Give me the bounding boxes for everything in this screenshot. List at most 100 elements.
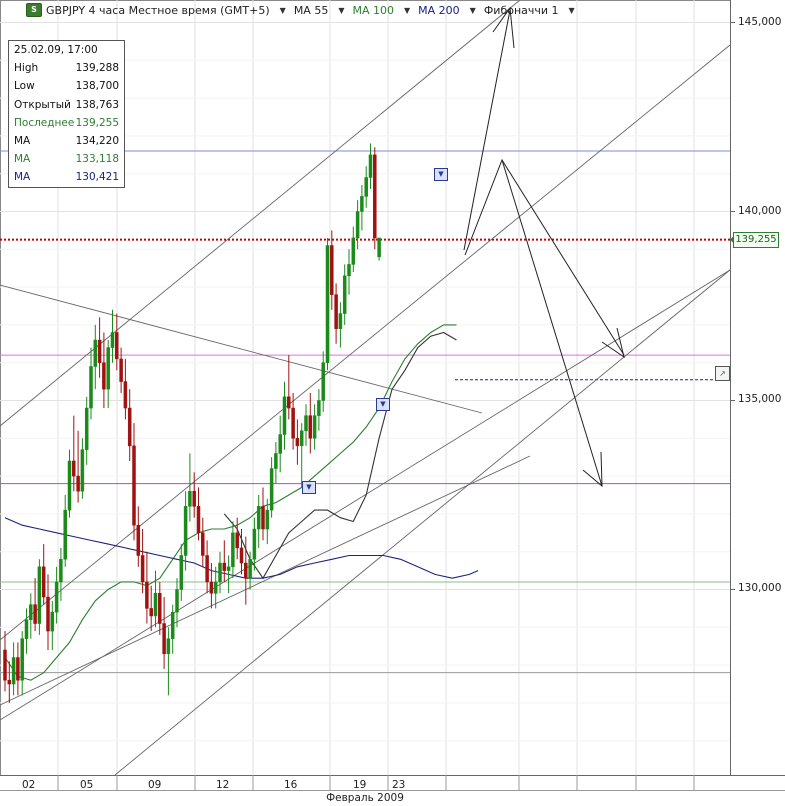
candle-body [59, 559, 63, 583]
chevron-down-icon[interactable]: ▼ [404, 5, 411, 15]
candle-body [269, 468, 274, 511]
chevron-down-icon[interactable]: ▼ [469, 5, 476, 15]
candle-body [37, 566, 42, 624]
candle-body [102, 362, 106, 390]
y-tick-label: 130,000 [738, 582, 782, 594]
last-price-tag: 139,255 [733, 232, 779, 248]
candle-body [29, 604, 33, 620]
symbol-title[interactable]: GBPJPY 4 часа Местное время (GMT+5) [46, 3, 270, 17]
candle-body [347, 264, 351, 277]
x-tick-label: 02 [22, 779, 36, 791]
indicator-ma55-label[interactable]: MA 55 [293, 3, 329, 17]
candle-body [119, 358, 123, 382]
candle-body [287, 396, 291, 409]
ohlc-info-panel: 25.02.09, 17:00 High 139,288 Low 138,700 О… [8, 40, 125, 188]
trend-line [0, 269, 731, 721]
candle-body [196, 506, 201, 534]
candle-body [209, 581, 214, 594]
indicator-ma100-label[interactable]: MA 100 [352, 3, 394, 17]
x-tick-label: 16 [284, 779, 298, 791]
candle-body [373, 154, 377, 239]
candle-body [360, 196, 364, 212]
chart-header: S GBPJPY 4 часа Местное время (GMT+5) ▼ … [0, 0, 730, 20]
candle-body [244, 562, 248, 579]
candle-body [308, 415, 313, 439]
candle-body [235, 532, 239, 549]
candle-body [342, 275, 347, 314]
chevron-down-icon[interactable]: ▼ [338, 5, 345, 15]
candle-body [239, 547, 244, 564]
info-row-last: Последнее 139,255 [14, 116, 119, 129]
candle-body [364, 177, 368, 197]
x-tick-label: 19 [353, 779, 367, 791]
candle-body [213, 581, 218, 594]
y-tick-label: 145,000 [738, 16, 782, 28]
candle-body [291, 407, 295, 439]
candle-body [334, 294, 338, 329]
candle-body [368, 154, 373, 178]
candle-body [115, 332, 119, 360]
candle-body [377, 237, 381, 258]
instrument-logo-icon: S [26, 3, 42, 17]
candle-body [265, 509, 270, 530]
candle-body [231, 532, 235, 568]
candle-body [136, 524, 141, 556]
x-tick-label: 09 [148, 779, 162, 791]
info-row-high: High 139,288 [14, 62, 119, 75]
arrowhead [492, 6, 515, 49]
y-tick-label: 140,000 [738, 205, 782, 217]
candle-body [325, 245, 330, 363]
candle-body [355, 211, 360, 239]
candle-body [41, 566, 46, 598]
candle-body [67, 460, 72, 511]
candle-body [248, 559, 252, 579]
candle-body [123, 381, 128, 409]
candle-body [50, 611, 55, 632]
indicator-ma200-label[interactable]: MA 200 [418, 3, 460, 17]
signal-flag-icon[interactable]: ▼ [434, 168, 448, 181]
candle-body [89, 366, 93, 409]
candle-body [145, 581, 149, 609]
candle-body [97, 339, 102, 363]
candle-body [170, 611, 175, 639]
candle-body [72, 460, 76, 477]
candle-body [20, 638, 24, 681]
candle-body [274, 453, 278, 469]
projection-line [463, 9, 511, 251]
x-tick-label: 23 [392, 779, 406, 791]
candle-body [54, 581, 59, 613]
candle-body [351, 237, 356, 265]
candle-body [110, 332, 115, 348]
candle-body [338, 313, 343, 329]
candle-body [127, 407, 132, 447]
chevron-down-icon[interactable]: ▼ [568, 5, 575, 15]
candle-body [282, 396, 287, 435]
fibonacci-tool-icon[interactable]: ↗ [715, 366, 730, 381]
info-datetime: 25.02.09, 17:00 [14, 44, 98, 56]
signal-flag-icon[interactable]: ▼ [302, 481, 316, 494]
candle-body [162, 623, 166, 655]
candle-body [179, 555, 184, 590]
projection-line [501, 159, 603, 487]
info-row-ma55: MA 134,220 [14, 134, 119, 147]
candle-body [63, 509, 67, 560]
candle-body [299, 430, 304, 447]
candle-body [158, 593, 162, 624]
info-row-ma200: MA 130,421 [14, 171, 119, 184]
indicator-fibonacci-label[interactable]: Фибоначчи 1 [483, 3, 559, 17]
candle-body [261, 506, 265, 530]
candle-body [312, 415, 317, 439]
candle-body [46, 596, 50, 632]
candle-body [192, 490, 196, 507]
candle-body [24, 619, 29, 639]
info-row-low: Low 138,700 [14, 80, 119, 93]
signal-flag-icon[interactable]: ▼ [376, 398, 390, 411]
y-tick-label: 135,000 [738, 393, 782, 405]
trend-line [0, 0, 521, 427]
candle-body [317, 400, 321, 416]
candle-body [201, 532, 205, 556]
candle-body [304, 415, 308, 431]
candle-body [295, 438, 300, 447]
chevron-down-icon[interactable]: ▼ [279, 5, 286, 15]
